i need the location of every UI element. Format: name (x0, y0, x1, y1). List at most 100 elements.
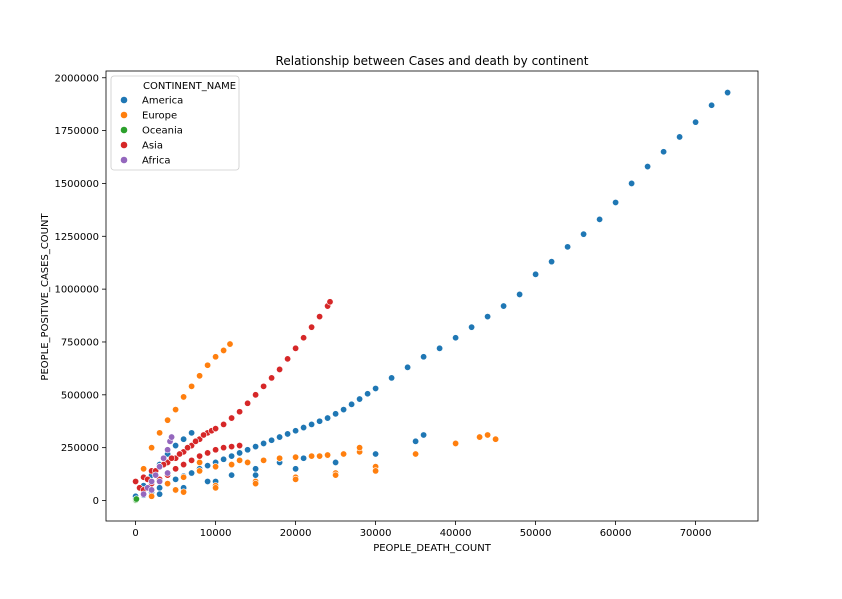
point-europe (226, 340, 234, 348)
point-europe (228, 461, 236, 469)
point-europe (332, 471, 340, 479)
point-europe (452, 439, 460, 447)
legend: CONTINENT_NAME AmericaEuropeOceaniaAsiaA… (110, 75, 240, 171)
point-asia (172, 465, 180, 473)
point-america (276, 433, 284, 441)
point-asia (260, 382, 268, 390)
point-europe (212, 484, 220, 492)
point-america (708, 101, 716, 109)
point-america (364, 390, 372, 398)
point-asia (220, 444, 228, 452)
point-america (388, 374, 396, 382)
point-europe (484, 431, 492, 439)
point-europe (148, 492, 156, 500)
x-tick-label: 20000 (280, 528, 312, 539)
point-europe (164, 480, 172, 488)
point-europe (372, 467, 380, 475)
point-america (260, 439, 268, 447)
point-europe (196, 458, 204, 466)
y-tick-label: 1000000 (54, 285, 99, 296)
point-america (292, 465, 300, 473)
point-asia (192, 437, 200, 445)
point-europe (188, 382, 196, 390)
point-europe (212, 463, 220, 471)
point-america (188, 469, 196, 477)
x-tick-label: 0 (132, 528, 138, 539)
point-asia (316, 313, 324, 321)
point-america (436, 344, 444, 352)
point-america (676, 133, 684, 141)
point-europe (180, 393, 188, 401)
point-asia (188, 456, 196, 464)
point-america (580, 230, 588, 238)
point-europe (140, 465, 148, 473)
point-america (228, 452, 236, 460)
legend-label-oceania: Oceania (142, 126, 183, 137)
point-america (420, 353, 428, 361)
point-america (340, 406, 348, 414)
legend-marker-europe (120, 111, 128, 119)
point-america (236, 449, 244, 457)
point-america (452, 334, 460, 342)
x-tick-label: 40000 (440, 528, 472, 539)
point-america (284, 430, 292, 438)
point-europe (244, 458, 252, 466)
point-america (228, 471, 236, 479)
point-europe (340, 450, 348, 458)
y-tick-label: 1500000 (54, 179, 99, 190)
point-asia (212, 425, 220, 433)
point-america (204, 462, 212, 470)
point-europe (324, 451, 332, 459)
point-europe (476, 433, 484, 441)
point-america (628, 179, 636, 187)
legend-label-asia: Asia (142, 141, 163, 152)
point-asia (326, 298, 334, 306)
point-europe (292, 475, 300, 483)
y-tick-label: 2000000 (54, 73, 99, 84)
point-africa (156, 463, 164, 471)
point-africa (164, 446, 172, 454)
point-asia (284, 355, 292, 363)
point-europe (252, 480, 260, 488)
point-america (516, 290, 524, 298)
point-asia (200, 431, 208, 439)
chart-title: Relationship between Cases and death by … (276, 54, 589, 68)
y-tick-label: 750000 (61, 337, 99, 348)
point-europe (164, 416, 172, 424)
point-asia (228, 443, 236, 451)
point-asia (300, 334, 308, 342)
point-asia (212, 446, 220, 454)
x-axis-ticks: 0 10000 20000 30000 40000 50000 60000 70000 (132, 521, 712, 539)
point-asia (180, 461, 188, 469)
point-asia (176, 450, 184, 458)
point-america (500, 302, 508, 310)
point-america (172, 475, 180, 483)
x-tick-label: 10000 (200, 528, 232, 539)
point-america (468, 323, 476, 331)
legend-marker-oceania (120, 126, 128, 134)
point-america (724, 89, 732, 97)
point-asia (236, 442, 244, 450)
y-tick-label: 1750000 (54, 126, 99, 137)
point-america (660, 148, 668, 156)
point-europe (212, 353, 220, 361)
point-europe (316, 452, 324, 460)
legend-label-europe: Europe (142, 111, 177, 122)
point-asia (168, 454, 176, 462)
point-america (412, 437, 420, 445)
point-asia (292, 344, 300, 352)
point-africa (164, 469, 172, 477)
point-america (268, 436, 276, 444)
legend-marker-america (120, 96, 128, 104)
plot-area-frame (105, 70, 759, 522)
x-axis-label: PEOPLE_DEATH_COUNT (373, 543, 492, 554)
legend-title: CONTINENT_NAME (143, 81, 236, 92)
point-america (180, 435, 188, 443)
y-axis-label: PEOPLE_POSITIVE_CASES_COUNT (40, 213, 51, 381)
x-tick-label: 50000 (520, 528, 552, 539)
data-points (132, 89, 732, 504)
point-america (372, 384, 380, 392)
y-axis-ticks: 0 250000 500000 750000 1000000 1250000 1500000… (54, 73, 106, 507)
point-america (156, 490, 164, 498)
point-asia (244, 399, 252, 407)
